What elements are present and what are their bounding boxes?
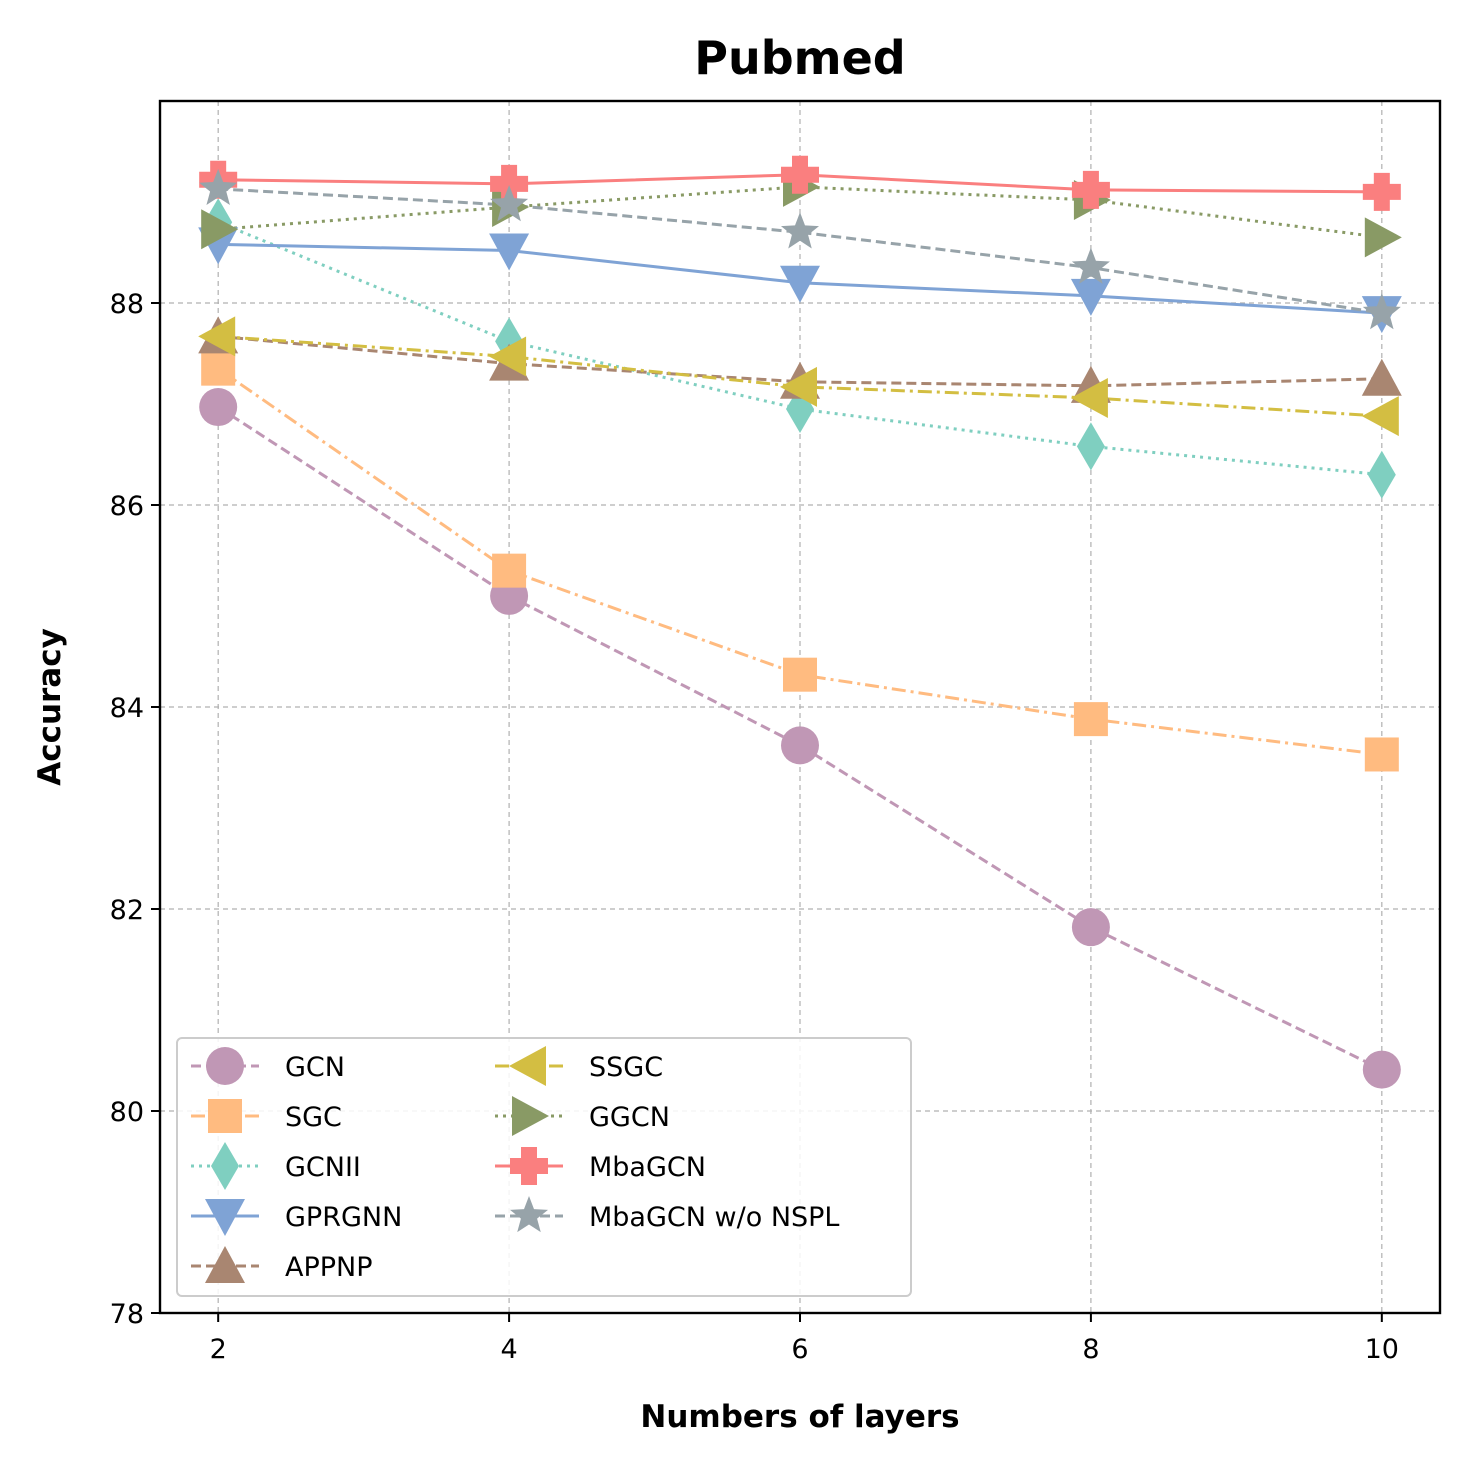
x-axis-ticks: 2 4 6 8 10 bbox=[210, 1313, 1399, 1365]
y-axis-title: Accuracy bbox=[32, 628, 68, 786]
data-point-mbagcn bbox=[1362, 172, 1401, 211]
series-line-gcnii bbox=[217, 220, 1382, 477]
legend-label-mbagcn: MbaGCN bbox=[589, 1152, 706, 1183]
data-point-mbagcn-w-o-nspl bbox=[1071, 247, 1110, 284]
data-point-appnp bbox=[1361, 358, 1402, 396]
legend-label-ssgc: SSGC bbox=[589, 1052, 663, 1083]
series-line-sgc bbox=[217, 367, 1382, 756]
y-tick-label: 78 bbox=[110, 1299, 144, 1330]
x-tick-label: 4 bbox=[500, 1334, 517, 1365]
legend-marker-ggcn bbox=[512, 1096, 549, 1136]
data-point-ssgc bbox=[489, 336, 527, 377]
data-point-mbagcn-w-o-nspl bbox=[490, 185, 529, 222]
data-point-gcn bbox=[199, 388, 238, 427]
data-point-gcn bbox=[781, 726, 819, 765]
data-point-mbagcn bbox=[781, 155, 819, 194]
data-point-gprgnn bbox=[489, 233, 530, 271]
legend-label-mbagcn-w-o-nspl: MbaGCN w/o NSPL bbox=[589, 1202, 839, 1233]
data-point-ggcn bbox=[201, 209, 239, 250]
legend-marker-mbagcn-w-o-nspl bbox=[509, 1196, 549, 1233]
chart-title: Pubmed bbox=[694, 31, 905, 85]
data-point-ssgc bbox=[1070, 377, 1108, 418]
data-point-gcn bbox=[1071, 908, 1110, 947]
series-line-gcn bbox=[217, 405, 1383, 1071]
data-point-mbagcn-w-o-nspl bbox=[1362, 293, 1401, 330]
data-point-mbagcn bbox=[490, 164, 529, 203]
x-tick-label: 8 bbox=[1082, 1334, 1099, 1365]
legend: GCN SGC GCNII GPRGNN APPNP SSGC GGCN MbaGCN MbaG… bbox=[176, 1037, 912, 1297]
data-point-sgc bbox=[783, 657, 817, 692]
data-point-gcnii bbox=[1367, 450, 1396, 499]
y-tick-label: 88 bbox=[110, 289, 144, 320]
data-point-sgc bbox=[1364, 737, 1399, 772]
legend-marker-mbagcn bbox=[510, 1147, 548, 1185]
x-tick-label: 6 bbox=[791, 1334, 808, 1365]
data-point-ssgc bbox=[1361, 396, 1399, 437]
data-point-sgc bbox=[492, 553, 527, 588]
data-point-mbagcn-w-o-nspl bbox=[780, 212, 820, 249]
data-point-ssgc bbox=[780, 366, 817, 407]
y-tick-label: 82 bbox=[110, 895, 144, 926]
legend-label-ggcn: GGCN bbox=[589, 1102, 670, 1133]
y-tick-label: 80 bbox=[110, 1097, 144, 1128]
data-point-sgc bbox=[1073, 702, 1108, 737]
data-point-gprgnn bbox=[780, 265, 820, 303]
x-axis-title: Numbers of layers bbox=[640, 1399, 959, 1435]
legend-label-gcnii: GCNII bbox=[285, 1152, 361, 1183]
data-point-mbagcn bbox=[1071, 170, 1110, 209]
legend-label-gprgnn: GPRGNN bbox=[285, 1202, 402, 1233]
legend-marker-appnp bbox=[205, 1246, 245, 1283]
y-tick-label: 84 bbox=[110, 693, 144, 724]
y-tick-label: 86 bbox=[110, 491, 144, 522]
data-point-ssgc bbox=[198, 316, 236, 357]
x-tick-label: 2 bbox=[210, 1334, 227, 1365]
legend-label-sgc: SGC bbox=[285, 1102, 342, 1133]
legend-label-appnp: APPNP bbox=[285, 1252, 373, 1283]
data-point-gprgnn bbox=[1070, 278, 1111, 316]
legend-marker-gprgnn bbox=[205, 1199, 245, 1236]
data-point-sgc bbox=[201, 351, 236, 386]
series-line-ggcn bbox=[218, 185, 1383, 239]
data-point-mbagcn-w-o-nspl bbox=[199, 168, 238, 206]
legend-label-gcn: GCN bbox=[285, 1052, 345, 1083]
series-line-ssgc bbox=[218, 334, 1382, 418]
series-markers bbox=[198, 155, 1402, 1089]
x-tick-label: 10 bbox=[1365, 1334, 1399, 1365]
legend-marker-sgc bbox=[208, 1099, 242, 1133]
y-axis-ticks: 78 80 82 84 86 88 bbox=[110, 289, 160, 1330]
data-point-gcnii bbox=[1076, 422, 1105, 471]
data-point-ggcn bbox=[1364, 217, 1402, 258]
data-point-gcn bbox=[1362, 1050, 1401, 1089]
legend-marker-gcn bbox=[206, 1047, 244, 1085]
legend-marker-ssgc bbox=[509, 1046, 546, 1086]
legend-marker-gcnii bbox=[211, 1142, 239, 1190]
